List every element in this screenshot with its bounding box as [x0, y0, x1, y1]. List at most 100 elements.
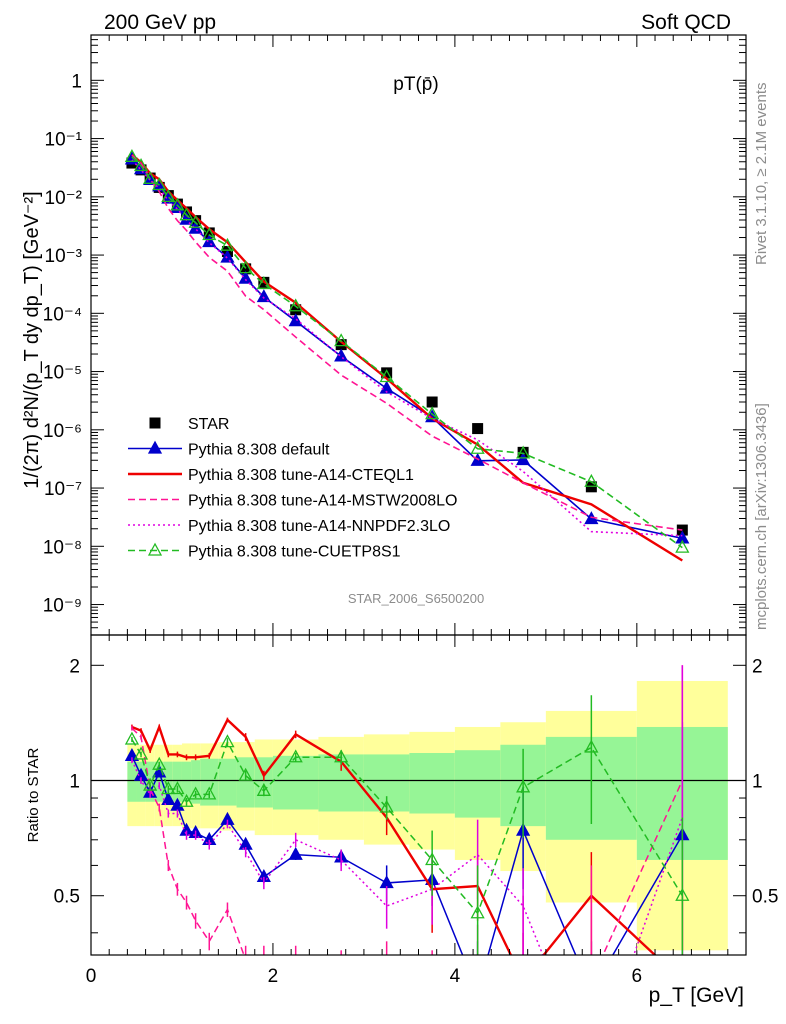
x-tick-label: 0	[86, 966, 97, 987]
ratio-point-cuetp8s1	[379, 799, 394, 813]
ratio-point-default	[585, 986, 597, 997]
data-point-cuetp8s1	[143, 170, 158, 184]
legend: STAR Pythia 8.308 default Pythia 8.308 tun…	[128, 416, 457, 561]
data-point-default	[256, 289, 271, 303]
x-tick-label: 4	[450, 966, 461, 987]
ratio-point-cuetp8s1	[675, 887, 690, 901]
series-line-cuetp8s1	[131, 156, 683, 549]
y-tick-label-top: 10⁻³	[45, 246, 83, 267]
band-inner	[218, 758, 237, 806]
y-tick-label-top: 10⁻²	[45, 188, 83, 209]
series-mstw	[131, 154, 683, 531]
legend-label-cteql1: Pythia 8.308 tune-A14-CTEQL1	[188, 467, 414, 484]
ratio-point-cuetp8s1	[152, 756, 167, 770]
y-tick-label-top: 10⁻¹	[45, 130, 83, 151]
y-tick-label-bottom-left: 2	[69, 656, 80, 677]
data-point-default	[220, 249, 235, 263]
y-tick-label-bottom-right: 1	[752, 772, 763, 793]
ratio-point-default	[288, 846, 303, 860]
ratio-line-cteql1	[131, 717, 657, 955]
band-inner	[127, 761, 137, 802]
data-point-cuetp8s1	[334, 333, 349, 347]
data-point-cuetp8s1	[379, 369, 394, 383]
band-inner	[409, 753, 455, 814]
y-tick-label-bottom-right: 0.5	[752, 887, 778, 908]
ratio-point-cuetp8s1	[133, 746, 149, 760]
y-tick-label-bottom-left: 1	[69, 772, 80, 793]
data-point-default	[516, 452, 531, 466]
data-point-star	[472, 423, 484, 435]
data-point-cuetp8s1	[170, 197, 185, 211]
x-tick-label: 2	[268, 966, 279, 987]
ratio-point-cuetp8s1	[334, 749, 349, 763]
header-right: Soft QCD	[641, 11, 731, 34]
series-default	[124, 151, 690, 544]
y-tick-label-bottom-right: 2	[752, 656, 763, 677]
y-tick-label-top: 10⁻⁴	[43, 304, 82, 325]
band-inner	[454, 750, 501, 818]
legend-label-mstw: Pythia 8.308 tune-A14-MSTW2008LO	[188, 493, 457, 510]
data-point-star	[335, 339, 347, 351]
band-inner	[191, 760, 201, 804]
legend-label-star: STAR	[188, 416, 229, 433]
data-point-default	[179, 211, 194, 225]
data-point-cuetp8s1	[133, 158, 149, 172]
data-point-star	[426, 396, 438, 408]
data-point-cuetp8s1	[161, 189, 176, 203]
ratio-point-cuetp8s1	[470, 905, 485, 919]
ratio-point-cuetp8s1	[179, 793, 194, 807]
ratio-point-cuetp8s1	[516, 779, 531, 793]
legend-label-nnpdf: Pythia 8.308 tune-A14-NNPDF2.3LO	[188, 518, 450, 535]
ratio-point-cuetp8s1	[238, 767, 253, 781]
ratio-point-default	[161, 792, 176, 806]
band-inner	[236, 757, 255, 808]
y-tick-label-top: 10⁻⁵	[43, 363, 82, 384]
data-point-cuetp8s1	[124, 148, 140, 162]
ratio-point-cuetp8s1	[256, 782, 271, 796]
data-point-cuetp8s1	[256, 276, 271, 290]
ratio-line-nnpdf	[131, 759, 684, 955]
watermark: STAR_2006_S6500200	[348, 591, 484, 606]
ratio-point-cuetp8s1	[202, 786, 217, 800]
ratio-point-cuetp8s1	[143, 777, 158, 791]
legend-label-default: Pythia 8.308 default	[188, 442, 330, 459]
ratio-series-cuetp8s1	[124, 695, 690, 955]
ratio-point-cuetp8s1	[220, 734, 235, 748]
x-axis-label: p_T [GeV]	[649, 984, 744, 1007]
y-tick-label-bottom-left: 0.5	[54, 887, 80, 908]
legend-marker-cuetp8s1	[147, 542, 163, 556]
legend-label-cuetp8s1: Pythia 8.308 tune-CUETP8S1	[188, 544, 401, 561]
data-point-star	[190, 215, 202, 227]
data-point-cuetp8s1	[425, 406, 440, 420]
bottom-y-axis-label: Ratio to STAR	[25, 747, 42, 842]
y-tick-label-top: 10⁻⁹	[43, 596, 82, 617]
data-point-cuetp8s1	[470, 440, 485, 454]
y-tick-label-top: 10⁻⁸	[43, 537, 82, 558]
ratio-point-cuetp8s1	[584, 739, 599, 753]
band-inner	[154, 761, 164, 802]
side-label-mcplots: mcplots.cern.ch [arXiv:1306.3436]	[753, 403, 770, 630]
data-point-cuetp8s1	[152, 177, 167, 191]
data-point-cuetp8s1	[202, 227, 217, 241]
x-tick-label: 6	[632, 966, 643, 987]
series-line-nnpdf	[131, 159, 683, 537]
data-point-cuetp8s1	[288, 298, 303, 312]
data-point-cuetp8s1	[238, 260, 253, 274]
data-point-cuetp8s1	[675, 539, 690, 553]
top-y-axis-label: 1/(2π) d²N/(p_T dy dp_T) [GeV⁻²]	[21, 191, 43, 488]
data-point-star	[290, 304, 302, 316]
y-tick-label-top: 10⁻⁷	[44, 479, 82, 500]
data-point-star	[381, 367, 393, 379]
band-inner	[272, 755, 319, 810]
ratio-point-cuetp8s1	[124, 731, 140, 745]
data-point-cuetp8s1	[188, 214, 203, 228]
data-point-cuetp8s1	[179, 207, 194, 221]
data-point-star	[240, 263, 252, 275]
series-line-mstw	[131, 154, 683, 531]
ratio-plot: 0 2 4 6 0.5 0.5 1 1 2 2	[54, 35, 778, 997]
data-point-default	[202, 234, 217, 248]
data-point-default	[238, 270, 253, 284]
data-point-cuetp8s1	[584, 473, 599, 487]
data-point-default	[379, 380, 394, 394]
